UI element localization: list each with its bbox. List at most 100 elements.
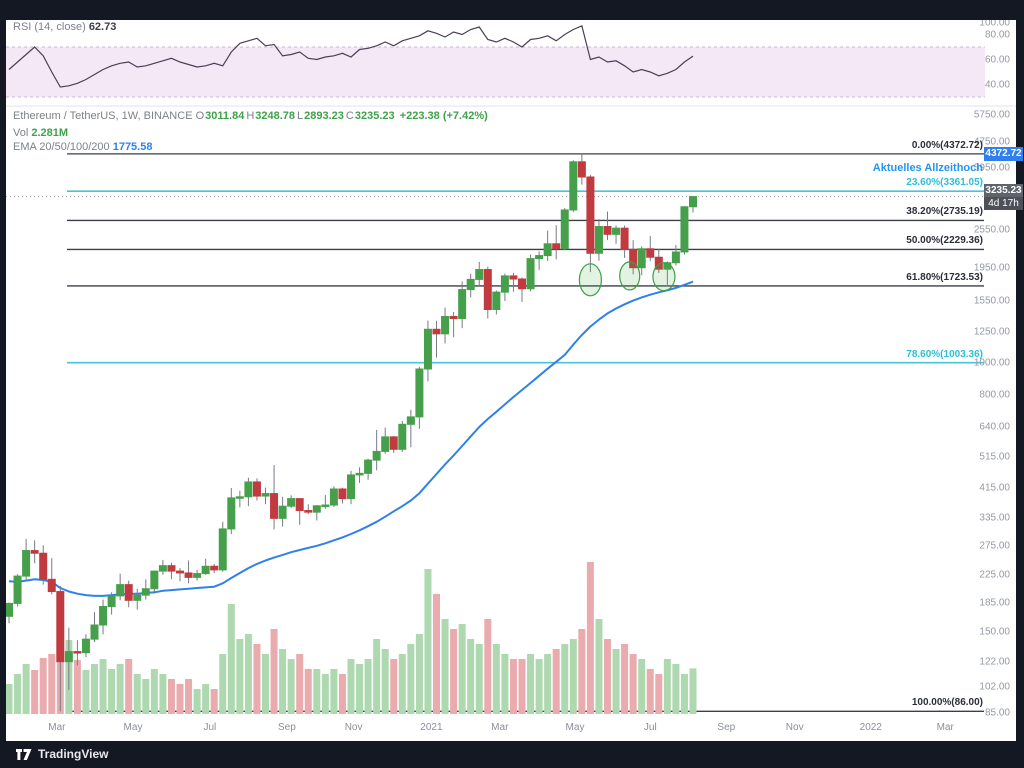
volume-bar	[364, 659, 372, 714]
candle-body	[612, 227, 621, 235]
volume-bar	[125, 659, 133, 714]
volume-bar	[398, 654, 406, 714]
candle-body	[603, 226, 612, 235]
volume-bar	[262, 654, 269, 714]
volume-bar	[313, 669, 321, 714]
price-axis-label: 800.00	[979, 389, 1010, 401]
volume-bar	[253, 644, 261, 714]
candle-body	[381, 436, 390, 452]
candle-body	[646, 248, 655, 258]
volume-bar	[544, 654, 552, 714]
candle-body	[526, 258, 535, 290]
candle-body	[304, 510, 313, 513]
price-axis-label: 640.00	[979, 421, 1010, 432]
tradingview-logo[interactable]: TradingView	[16, 747, 108, 761]
symbol-legend[interactable]: Ethereum / TetherUS, 1W, BINANCE O3011.8…	[13, 110, 488, 122]
candle-body	[449, 315, 458, 320]
change-value: +223.38 (+7.42%)	[399, 110, 488, 122]
volume-bar	[22, 664, 30, 714]
volume-bar	[680, 674, 688, 714]
candle-body	[338, 488, 347, 500]
candle-body	[629, 248, 638, 269]
volume-bar	[321, 674, 329, 714]
rsi-legend[interactable]: RSI (14, close) 62.73	[13, 21, 116, 33]
ema-legend[interactable]: EMA 20/50/100/200 1775.58	[13, 141, 152, 153]
volume-bar	[407, 644, 415, 714]
candle-body	[560, 209, 569, 250]
price-axis-label: 415.00	[979, 482, 1010, 494]
volume-bar	[595, 619, 603, 714]
top-toolbar[interactable]	[0, 0, 1024, 20]
volume-bar	[14, 674, 22, 714]
candle-body	[39, 552, 48, 580]
volume-bar	[586, 562, 594, 714]
highlight-circles[interactable]	[578, 261, 676, 297]
left-edge	[0, 0, 6, 768]
volume-bar	[176, 684, 184, 714]
volume-legend[interactable]: Vol 2.281M	[13, 127, 68, 139]
candle-body	[620, 227, 629, 250]
candle-body	[441, 315, 450, 335]
highlight-circle[interactable]	[652, 262, 676, 292]
rsi-legend-label: RSI (14, close)	[13, 21, 86, 33]
time-axis-label: Jul	[203, 722, 217, 733]
time-axis-label: Mar	[48, 722, 66, 733]
time-axis-label: May	[123, 722, 143, 733]
volume-bar	[484, 619, 492, 714]
candle-body	[184, 572, 193, 578]
candle-body	[176, 570, 184, 574]
volume-bar	[210, 689, 218, 714]
volume-bar	[116, 664, 124, 714]
volume-bar	[270, 629, 278, 714]
volume-bar	[347, 659, 355, 714]
volume-bar	[527, 654, 535, 714]
fib-level-label: 78.60%(1003.36)	[906, 348, 983, 360]
highlight-circle[interactable]	[578, 263, 603, 297]
volume-legend-value: 2.281M	[31, 127, 69, 139]
candle-body	[543, 243, 552, 257]
tradingview-logo-icon	[16, 748, 32, 760]
candle-body	[287, 498, 296, 507]
time-axis-label: Nov	[785, 722, 804, 733]
fib-level-label: 0.00%(4372.72)	[911, 139, 983, 151]
volume-bar	[31, 670, 39, 714]
volume-bar	[142, 679, 150, 714]
volume-bar	[578, 629, 586, 714]
ohlc-item: C3235.23	[345, 110, 395, 122]
volume-bar	[167, 679, 175, 714]
ema-line[interactable]	[8, 280, 694, 597]
candlestick-series	[5, 153, 697, 712]
candle-body	[150, 570, 159, 590]
price-axis-label: 515.00	[979, 451, 1010, 463]
candle-body	[312, 505, 321, 513]
price-axis-label: 335.00	[979, 512, 1010, 524]
rsi-line	[8, 24, 694, 88]
volume-bar	[159, 674, 167, 714]
candle-body	[398, 423, 407, 450]
highlight-circle[interactable]	[619, 261, 641, 291]
volume-bar	[48, 654, 56, 714]
volume-bar	[655, 674, 663, 714]
rsi-band	[6, 47, 985, 97]
price-axis-label: 5750.00	[973, 109, 1010, 121]
ohlc-item: O3011.84	[195, 110, 245, 122]
candle-body	[671, 251, 680, 264]
fib-retracement[interactable]	[67, 153, 984, 712]
price-axis-label: 3950.00	[973, 162, 1010, 174]
time-axis-label: Mar	[936, 722, 954, 733]
volume-bar	[390, 659, 398, 714]
candle-body	[569, 161, 578, 211]
candle-body	[458, 289, 467, 320]
volume-bar	[304, 669, 312, 714]
candle-body	[637, 248, 646, 269]
volume-bar	[467, 639, 475, 714]
candle-body	[423, 328, 432, 370]
candle-body	[22, 550, 31, 577]
fib-level-label: 61.80%(1723.53)	[906, 272, 983, 283]
volume-bar	[185, 679, 193, 714]
candle-body	[406, 416, 415, 425]
rsi-axis-label: 40.00	[984, 79, 1010, 90]
time-axis-label: 2022	[859, 722, 882, 733]
candle-body	[270, 493, 279, 519]
